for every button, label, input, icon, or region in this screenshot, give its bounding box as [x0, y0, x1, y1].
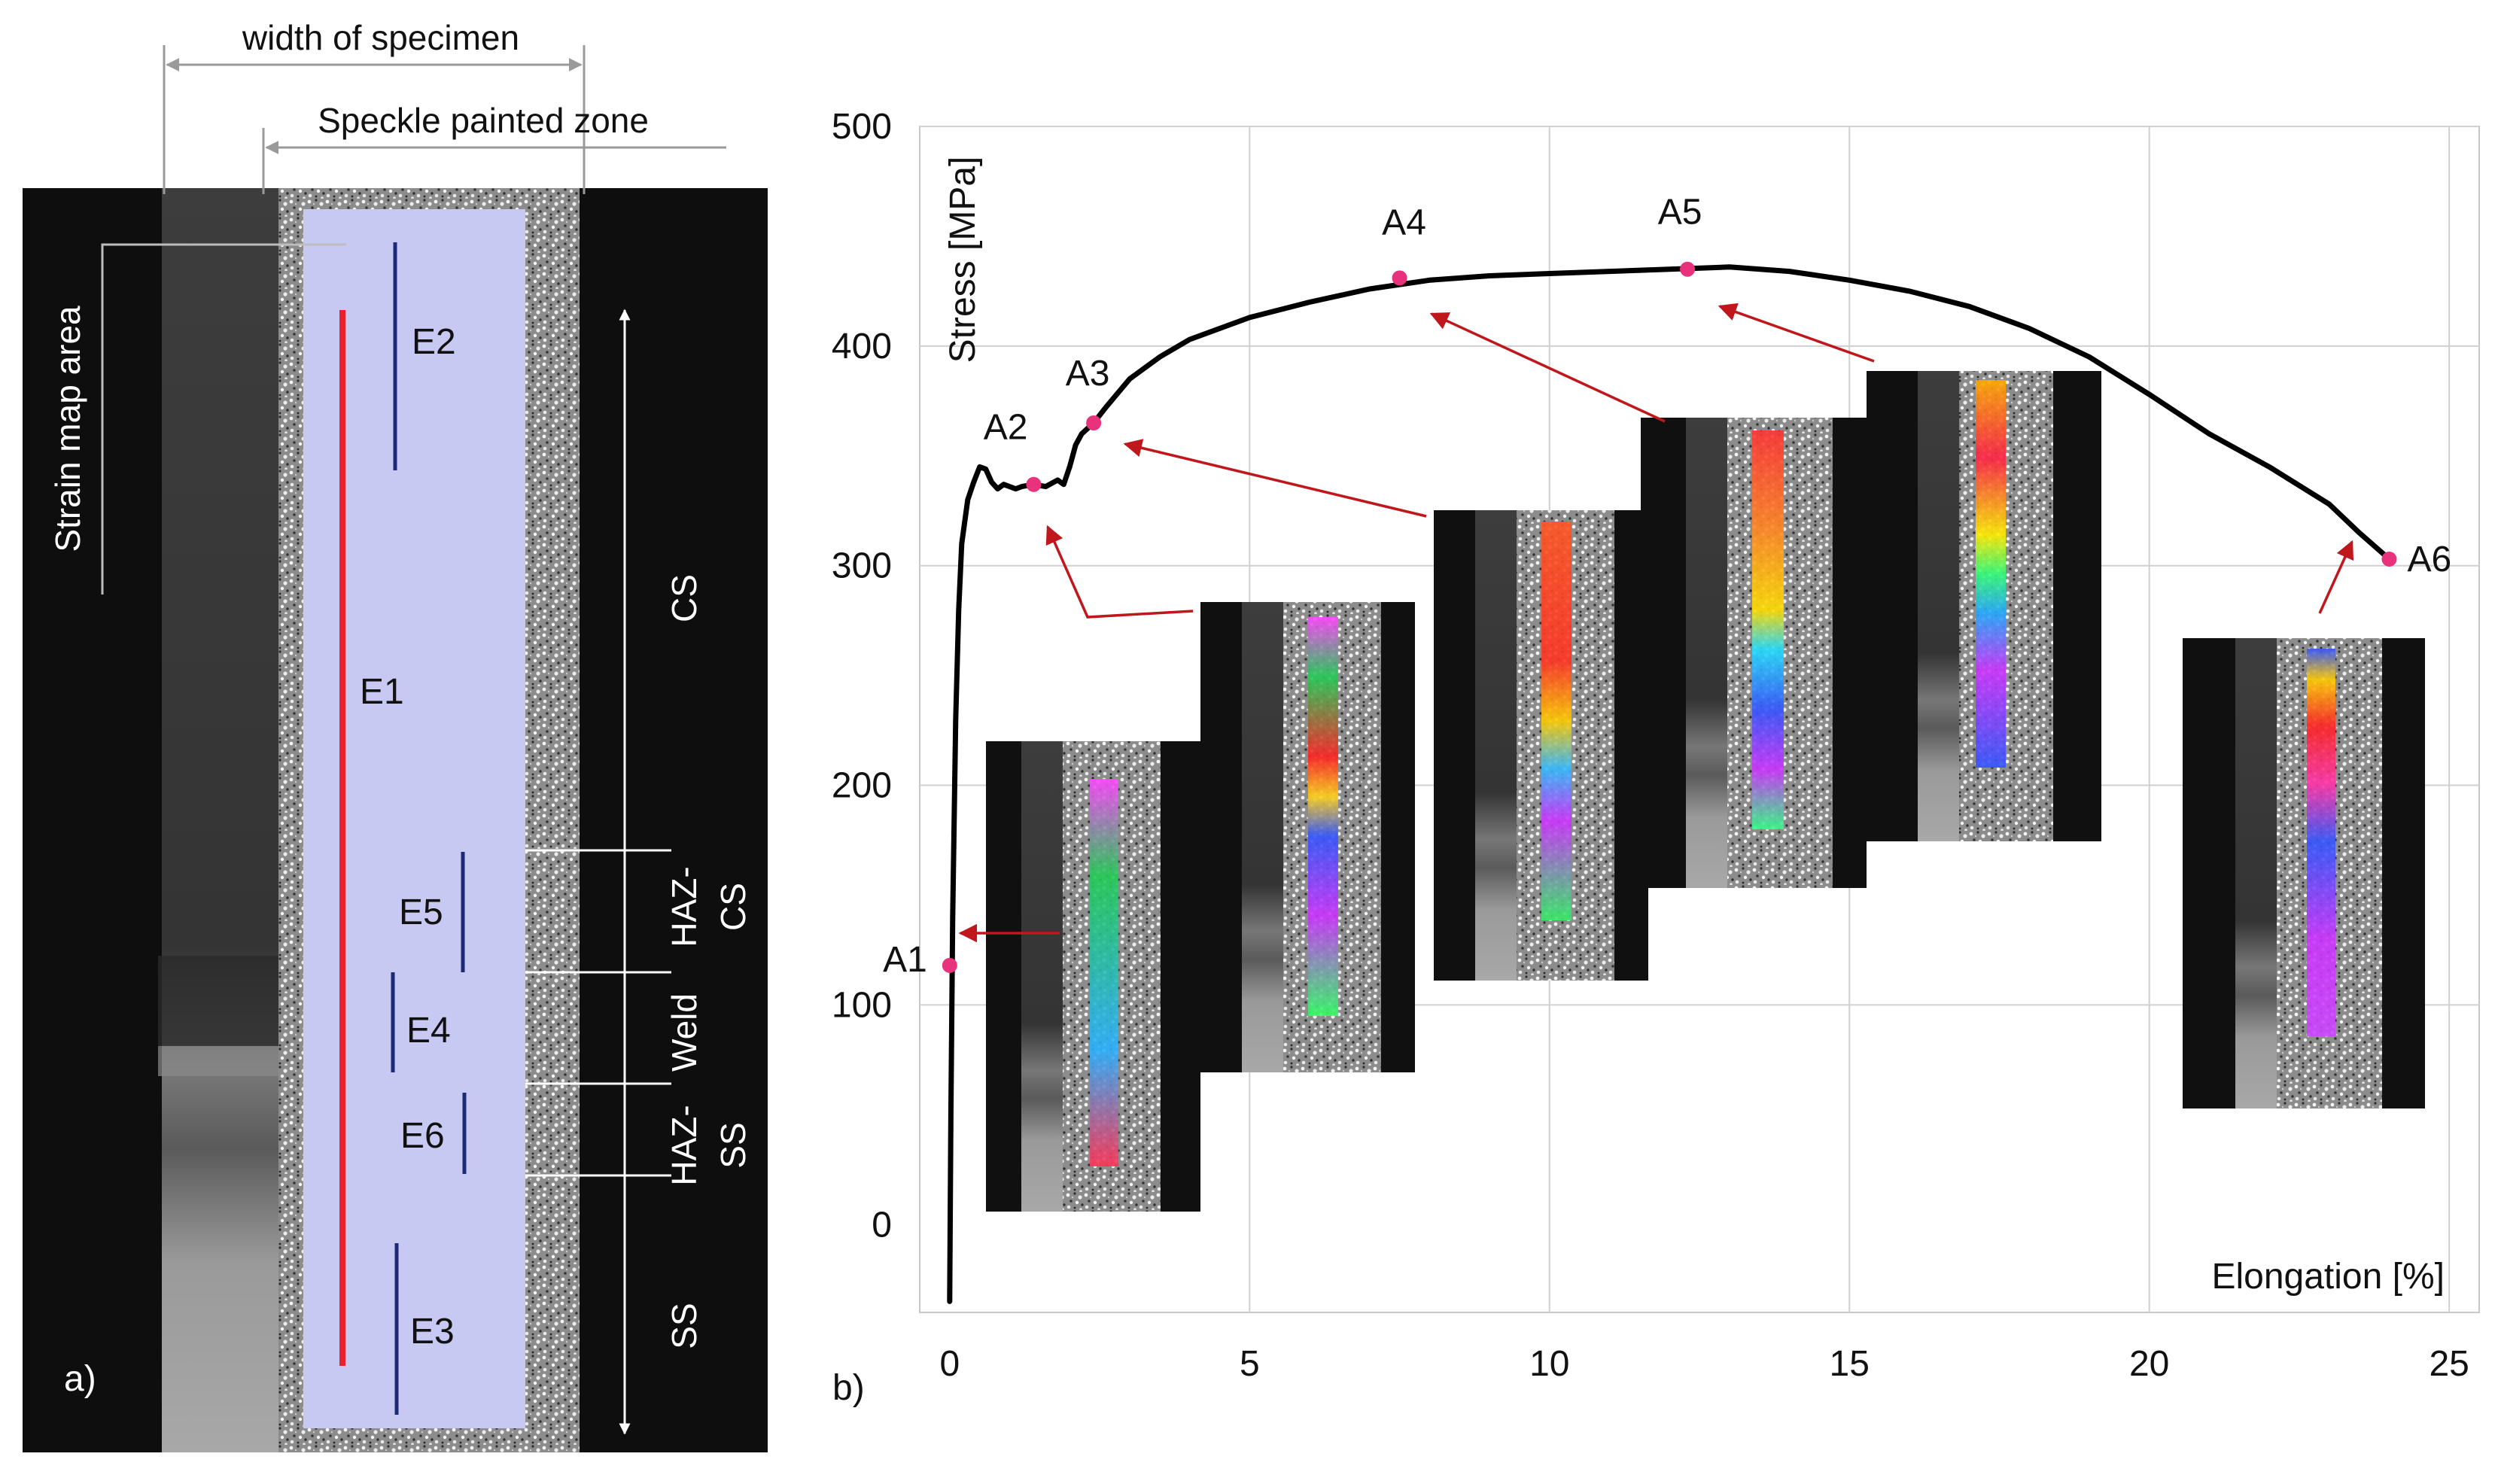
- arrow-a3: [1123, 439, 1427, 518]
- arrow-a4: [1429, 312, 1666, 423]
- y-axis-label: Stress [MPa]: [943, 157, 983, 363]
- point-a4: [1392, 270, 1407, 286]
- zone-label-ss: SS: [665, 1303, 704, 1349]
- extensometer-e5-label: E5: [399, 893, 443, 932]
- point-label-a3: A3: [1066, 354, 1110, 394]
- weld-band-highlight: [158, 1046, 282, 1076]
- strain-map-area-label: Strain map area: [48, 306, 87, 552]
- stress-strain-curve: [947, 264, 2392, 1304]
- zone-label-haz-ss-line2: SS: [713, 1122, 753, 1168]
- x-tick-label: 10: [1529, 1344, 1569, 1384]
- point-label-a5: A5: [1658, 193, 1702, 233]
- x-tick-label: 5: [1240, 1344, 1260, 1384]
- point-label-a1: A1: [883, 940, 927, 980]
- zone-label-haz-cs-line2: CS: [713, 883, 753, 931]
- point-a2: [1026, 476, 1042, 492]
- dic-inset-a5: [1867, 371, 2101, 841]
- width-of-specimen-label: width of specimen: [242, 18, 519, 57]
- zone-label-haz-ss-line1: HAZ-: [665, 1105, 704, 1185]
- arrow-a5: [1718, 303, 1875, 363]
- extensometer-e6-label: E6: [400, 1116, 445, 1156]
- strain-map-area-leader: [101, 243, 346, 595]
- point-a5: [1680, 261, 1696, 277]
- extensometer-e4-label: E4: [406, 1011, 451, 1051]
- panel-b: 0 100 200 300 400 500 0 5 10 15 20 25 Stress [MPa]…: [832, 107, 2480, 1408]
- point-a1: [942, 957, 957, 973]
- x-tick-label: 15: [1830, 1344, 1870, 1384]
- dic-inset-a2: [1200, 602, 1415, 1072]
- arrow-a2: [1045, 525, 1194, 619]
- y-tick-labels: 0 100 200 300 400 500: [832, 107, 892, 1245]
- point-a6: [2381, 551, 2397, 567]
- x-tick-label: 0: [939, 1344, 960, 1384]
- y-tick-label: 300: [832, 546, 892, 586]
- dic-inset-a6: [2183, 638, 2425, 1108]
- weld-band: [158, 956, 282, 1046]
- x-tick-labels: 0 5 10 15 20 25: [939, 1344, 2469, 1384]
- point-label-a4: A4: [1382, 202, 1426, 242]
- panel-a: width of specimen Speckle painted zone S…: [23, 18, 768, 1452]
- extensometer-e2-label: E2: [412, 322, 456, 362]
- dic-inset-a1: [986, 741, 1200, 1212]
- panel-b-label: b): [832, 1368, 865, 1408]
- y-tick-label: 500: [832, 107, 892, 147]
- panel-a-label: a): [64, 1359, 96, 1399]
- arrow-a6: [2318, 540, 2354, 614]
- x-tick-label: 20: [2129, 1344, 2169, 1384]
- y-tick-label: 400: [832, 327, 892, 366]
- y-tick-label: 200: [832, 766, 892, 806]
- zone-label-haz-cs-line1: HAZ-: [665, 866, 704, 947]
- dic-inset-a3: [1434, 510, 1648, 981]
- labeled-points: A1 A2 A3 A4 A5 A6: [883, 193, 2451, 980]
- speckle-painted-zone-label: Speckle painted zone: [318, 101, 649, 140]
- y-tick-label: 100: [832, 985, 892, 1025]
- x-tick-label: 25: [2429, 1344, 2469, 1384]
- point-label-a6: A6: [2407, 540, 2451, 579]
- zone-label-weld: Weld: [665, 993, 704, 1072]
- specimen-metal: [162, 188, 278, 1452]
- zone-label-cs: CS: [665, 574, 704, 622]
- inset-arrows: [958, 303, 2354, 943]
- strain-map-area: [303, 209, 525, 1428]
- dic-inset-a4: [1641, 418, 1867, 888]
- extensometer-e1-label: E1: [360, 672, 404, 712]
- y-tick-label: 0: [872, 1205, 892, 1245]
- extensometer-e3-label: E3: [410, 1312, 455, 1352]
- x-axis-label: Elongation [%]: [2211, 1257, 2445, 1297]
- point-label-a2: A2: [984, 408, 1028, 448]
- point-a3: [1086, 415, 1102, 430]
